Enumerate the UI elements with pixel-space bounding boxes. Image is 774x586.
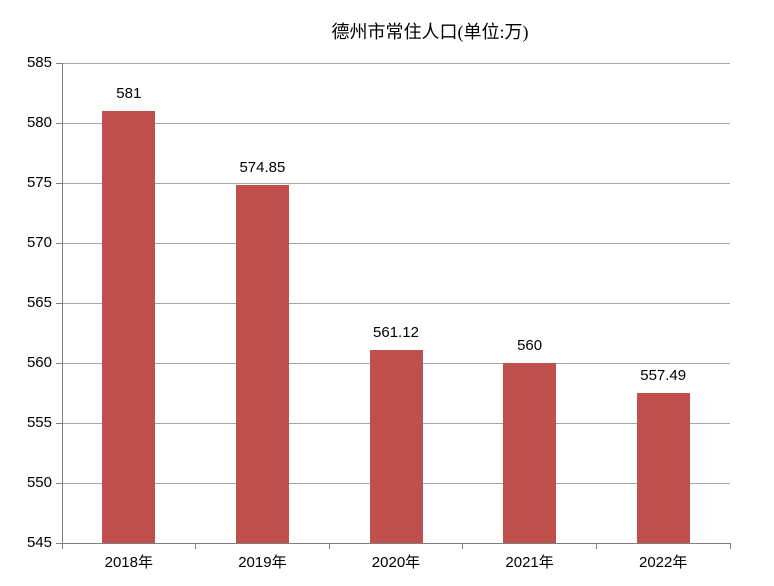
y-axis-tick-label: 565: [26, 294, 52, 311]
x-axis-category-label: 2021年: [505, 554, 554, 571]
x-axis-tick: [729, 543, 731, 549]
y-axis-tick: [56, 422, 62, 424]
y-axis-tick: [56, 302, 62, 304]
bar-2018年: [102, 111, 156, 543]
y-axis-tick-label: 545: [26, 534, 52, 551]
x-axis-tick: [462, 543, 464, 549]
x-axis-category-label: 2020年: [371, 554, 421, 571]
bar-value-label: 557.49: [640, 367, 687, 385]
y-axis-tick-label: 585: [26, 54, 52, 71]
x-axis-tick: [328, 543, 330, 549]
bar-2022年: [636, 393, 690, 543]
y-axis-tick-label: 560: [26, 354, 52, 371]
gridline: [62, 182, 730, 184]
bar-value-label: 561.12: [373, 323, 419, 341]
bar-value-label: 560: [517, 337, 543, 354]
y-axis-tick-label: 575: [26, 174, 52, 191]
y-axis-tick: [56, 542, 62, 544]
gridline: [62, 242, 730, 244]
x-axis-line: [62, 543, 730, 544]
y-axis-tick-label: 570: [26, 234, 52, 251]
y-axis-line: [62, 63, 63, 543]
y-axis-tick: [56, 122, 62, 124]
y-axis-tick: [56, 62, 62, 64]
y-axis-tick: [56, 482, 62, 484]
x-axis-tick: [195, 543, 197, 549]
chart-title: 德州市常住人口(单位:万): [331, 22, 529, 42]
x-axis-tick: [61, 543, 63, 549]
gridline: [62, 122, 730, 124]
x-axis-category-label: 2022年: [639, 554, 688, 571]
y-axis-tick: [56, 242, 62, 244]
x-axis-category-label: 2018年: [104, 554, 153, 571]
y-axis-tick: [56, 362, 62, 364]
gridline: [62, 302, 730, 304]
y-axis-tick-label: 580: [26, 114, 52, 131]
bar-value-label: 574.85: [239, 158, 286, 176]
plot-area: 585 580 575 570 565 560 555 550 545 581 2018年 574.8…: [27, 54, 731, 571]
y-axis-tick-label: 555: [26, 414, 52, 431]
y-axis-tick: [56, 182, 62, 184]
y-axis-tick-label: 550: [26, 474, 52, 491]
bar-2019年: [235, 184, 289, 543]
bar-2021年: [503, 363, 557, 543]
x-axis-tick: [595, 543, 597, 549]
x-axis-category-label: 2019年: [238, 554, 287, 571]
gridline: [62, 62, 730, 64]
bar-2020年: [369, 349, 423, 543]
bar-value-label: 581: [116, 85, 142, 102]
